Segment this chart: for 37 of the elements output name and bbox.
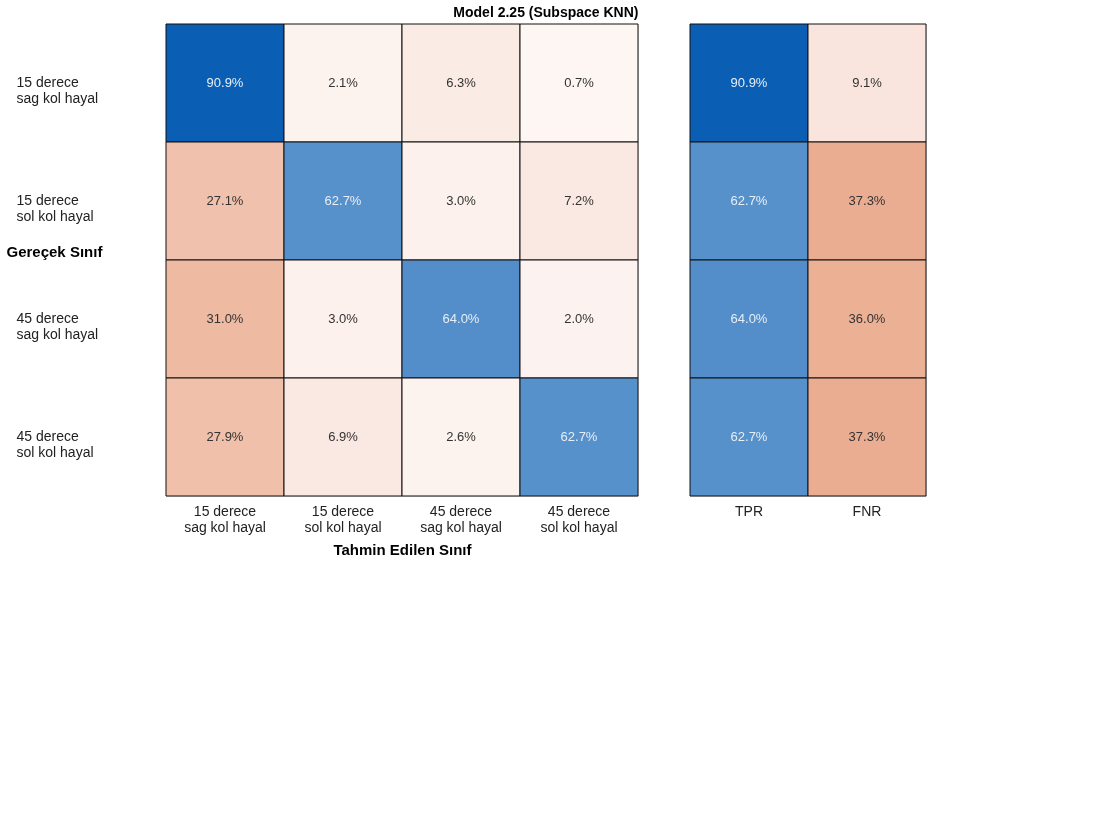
data-label: 62.7% (560, 429, 598, 444)
x-axis-title: Tahmin Edilen Sınıf (333, 540, 473, 558)
data-label: 6.9% (328, 429, 359, 444)
x-tick-label: 45 derece sag kol hayal (420, 502, 502, 535)
y-tick-label: 45 derece sol kol hayal (16, 428, 94, 460)
data-label: 3.0% (328, 311, 359, 326)
data-label: 2.0% (564, 311, 595, 326)
data-label: 64.0% (730, 311, 768, 326)
x-tick-label: 15 derece sag kol hayal (184, 502, 266, 535)
data-label: 3.0% (446, 193, 477, 208)
data-label: 9.1% (852, 75, 883, 90)
y-tick-label: 15 derece sag kol hayal (16, 74, 99, 106)
data-label: 64.0% (442, 311, 480, 326)
data-label: 7.2% (564, 193, 595, 208)
data-label: 62.7% (730, 193, 768, 208)
x-tick-label: 45 derece sol kol hayal (540, 502, 618, 535)
data-label: 6.3% (446, 75, 477, 90)
y-tick-label: 15 derece sol kol hayal (16, 192, 94, 224)
data-label: 27.1% (206, 193, 244, 208)
data-label: 37.3% (848, 193, 886, 208)
data-label: 2.6% (446, 429, 477, 444)
data-label: 62.7% (730, 429, 768, 444)
data-label: 2.1% (328, 75, 359, 90)
data-label: 31.0% (206, 311, 244, 326)
data-label: 36.0% (848, 311, 886, 326)
chart-title: Model 2.25 (Subspace KNN) (453, 3, 639, 20)
x-tick-label: TPR (735, 502, 763, 519)
data-label: 62.7% (324, 193, 362, 208)
data-label: 90.9% (730, 75, 768, 90)
y-axis-title: Gereçek Sınıf (6, 242, 104, 260)
y-tick-label: 45 derece sag kol hayal (16, 310, 99, 342)
x-tick-label: FNR (852, 502, 882, 519)
x-tick-label: 15 derece sol kol hayal (304, 502, 382, 535)
data-label: 37.3% (848, 429, 886, 444)
data-label: 90.9% (206, 75, 244, 90)
data-label: 0.7% (564, 75, 595, 90)
data-label: 27.9% (206, 429, 244, 444)
